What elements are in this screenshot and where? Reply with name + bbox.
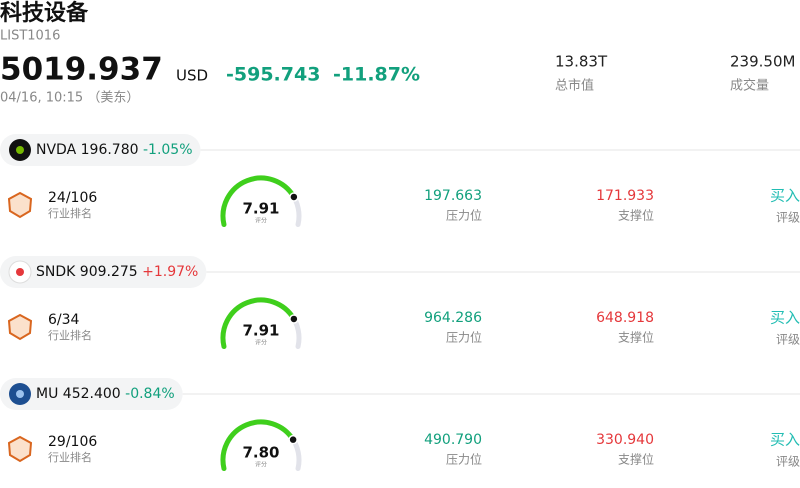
list-id: LIST1016 (0, 29, 60, 44)
stock-symbol: MU (36, 386, 58, 402)
change: -595.743 (226, 64, 320, 86)
currency: USD (176, 67, 208, 85)
resistance: 964.286 (424, 310, 482, 326)
stock-price: 452.400 (63, 386, 121, 402)
stock-change: -1.05% (143, 142, 193, 158)
market-cap: 13.83T (555, 53, 608, 71)
resistance-label: 压力位 (446, 452, 482, 467)
rating-label: 评级 (776, 211, 800, 225)
market-cap-label: 总市值 (555, 78, 594, 94)
resistance: 490.790 (424, 432, 482, 448)
time: 04/16, 10:15 （美东） (0, 91, 139, 106)
stock-pill-text: MU 452.400 -0.84% (36, 386, 175, 402)
stock-logo-mark (16, 146, 24, 154)
rank: 24/106 (48, 190, 97, 206)
support: 171.933 (596, 188, 654, 204)
gauge-fill (220, 419, 296, 472)
stock-pill-text: NVDA 196.780 -1.05% (36, 142, 193, 158)
support-label: 支撑位 (618, 330, 654, 345)
rating-label: 评级 (776, 455, 800, 469)
gauge-dot (288, 434, 298, 445)
stock-change: -0.84% (125, 386, 175, 402)
stock-price: 196.780 (81, 142, 139, 158)
score-label: 评分 (255, 217, 267, 225)
rank: 6/34 (48, 312, 80, 328)
stock-pill (0, 378, 183, 410)
gauge-dot (289, 314, 299, 324)
stock-logo-mark (16, 268, 24, 276)
stock-logo-mark (16, 390, 24, 398)
radar-icon (7, 435, 33, 463)
radar-icon (7, 313, 33, 341)
resistance: 197.663 (424, 188, 482, 204)
radar-icon (7, 191, 33, 219)
price: 5019.937 (0, 52, 163, 88)
volume-label: 成交量 (730, 78, 769, 94)
score-label: 评分 (255, 461, 267, 469)
volume: 239.50M (730, 53, 795, 71)
score-label: 评分 (255, 339, 267, 347)
rank-label: 行业排名 (48, 450, 92, 464)
rating: 买入 (770, 431, 800, 449)
gauge-dot (289, 192, 299, 202)
stock-pill (0, 134, 201, 166)
score: 7.91 (242, 322, 279, 340)
change-pct: -11.87% (333, 64, 420, 86)
score: 7.91 (242, 200, 279, 218)
stock-pill (0, 256, 207, 288)
rating-label: 评级 (776, 333, 800, 347)
gauge-fill (220, 175, 297, 228)
resistance-label: 压力位 (446, 330, 482, 345)
stock-price: 909.275 (80, 264, 138, 280)
resistance-label: 压力位 (446, 208, 482, 223)
stock-change: +1.97% (142, 264, 198, 280)
rank-label: 行业排名 (48, 328, 92, 342)
stock-pill-text: SNDK 909.275 +1.97% (36, 264, 198, 280)
support: 330.940 (596, 432, 654, 448)
support-label: 支撑位 (618, 452, 654, 467)
support-label: 支撑位 (618, 208, 654, 223)
score: 7.80 (242, 444, 279, 462)
support: 648.918 (596, 310, 654, 326)
stock-symbol: NVDA (36, 142, 77, 158)
rating: 买入 (770, 309, 800, 327)
gauge-fill (220, 297, 297, 350)
rating: 买入 (770, 187, 800, 205)
title: 科技设备 (0, 0, 89, 26)
stock-symbol: SNDK (36, 264, 76, 280)
rank-label: 行业排名 (48, 206, 92, 220)
rank: 29/106 (48, 434, 97, 450)
